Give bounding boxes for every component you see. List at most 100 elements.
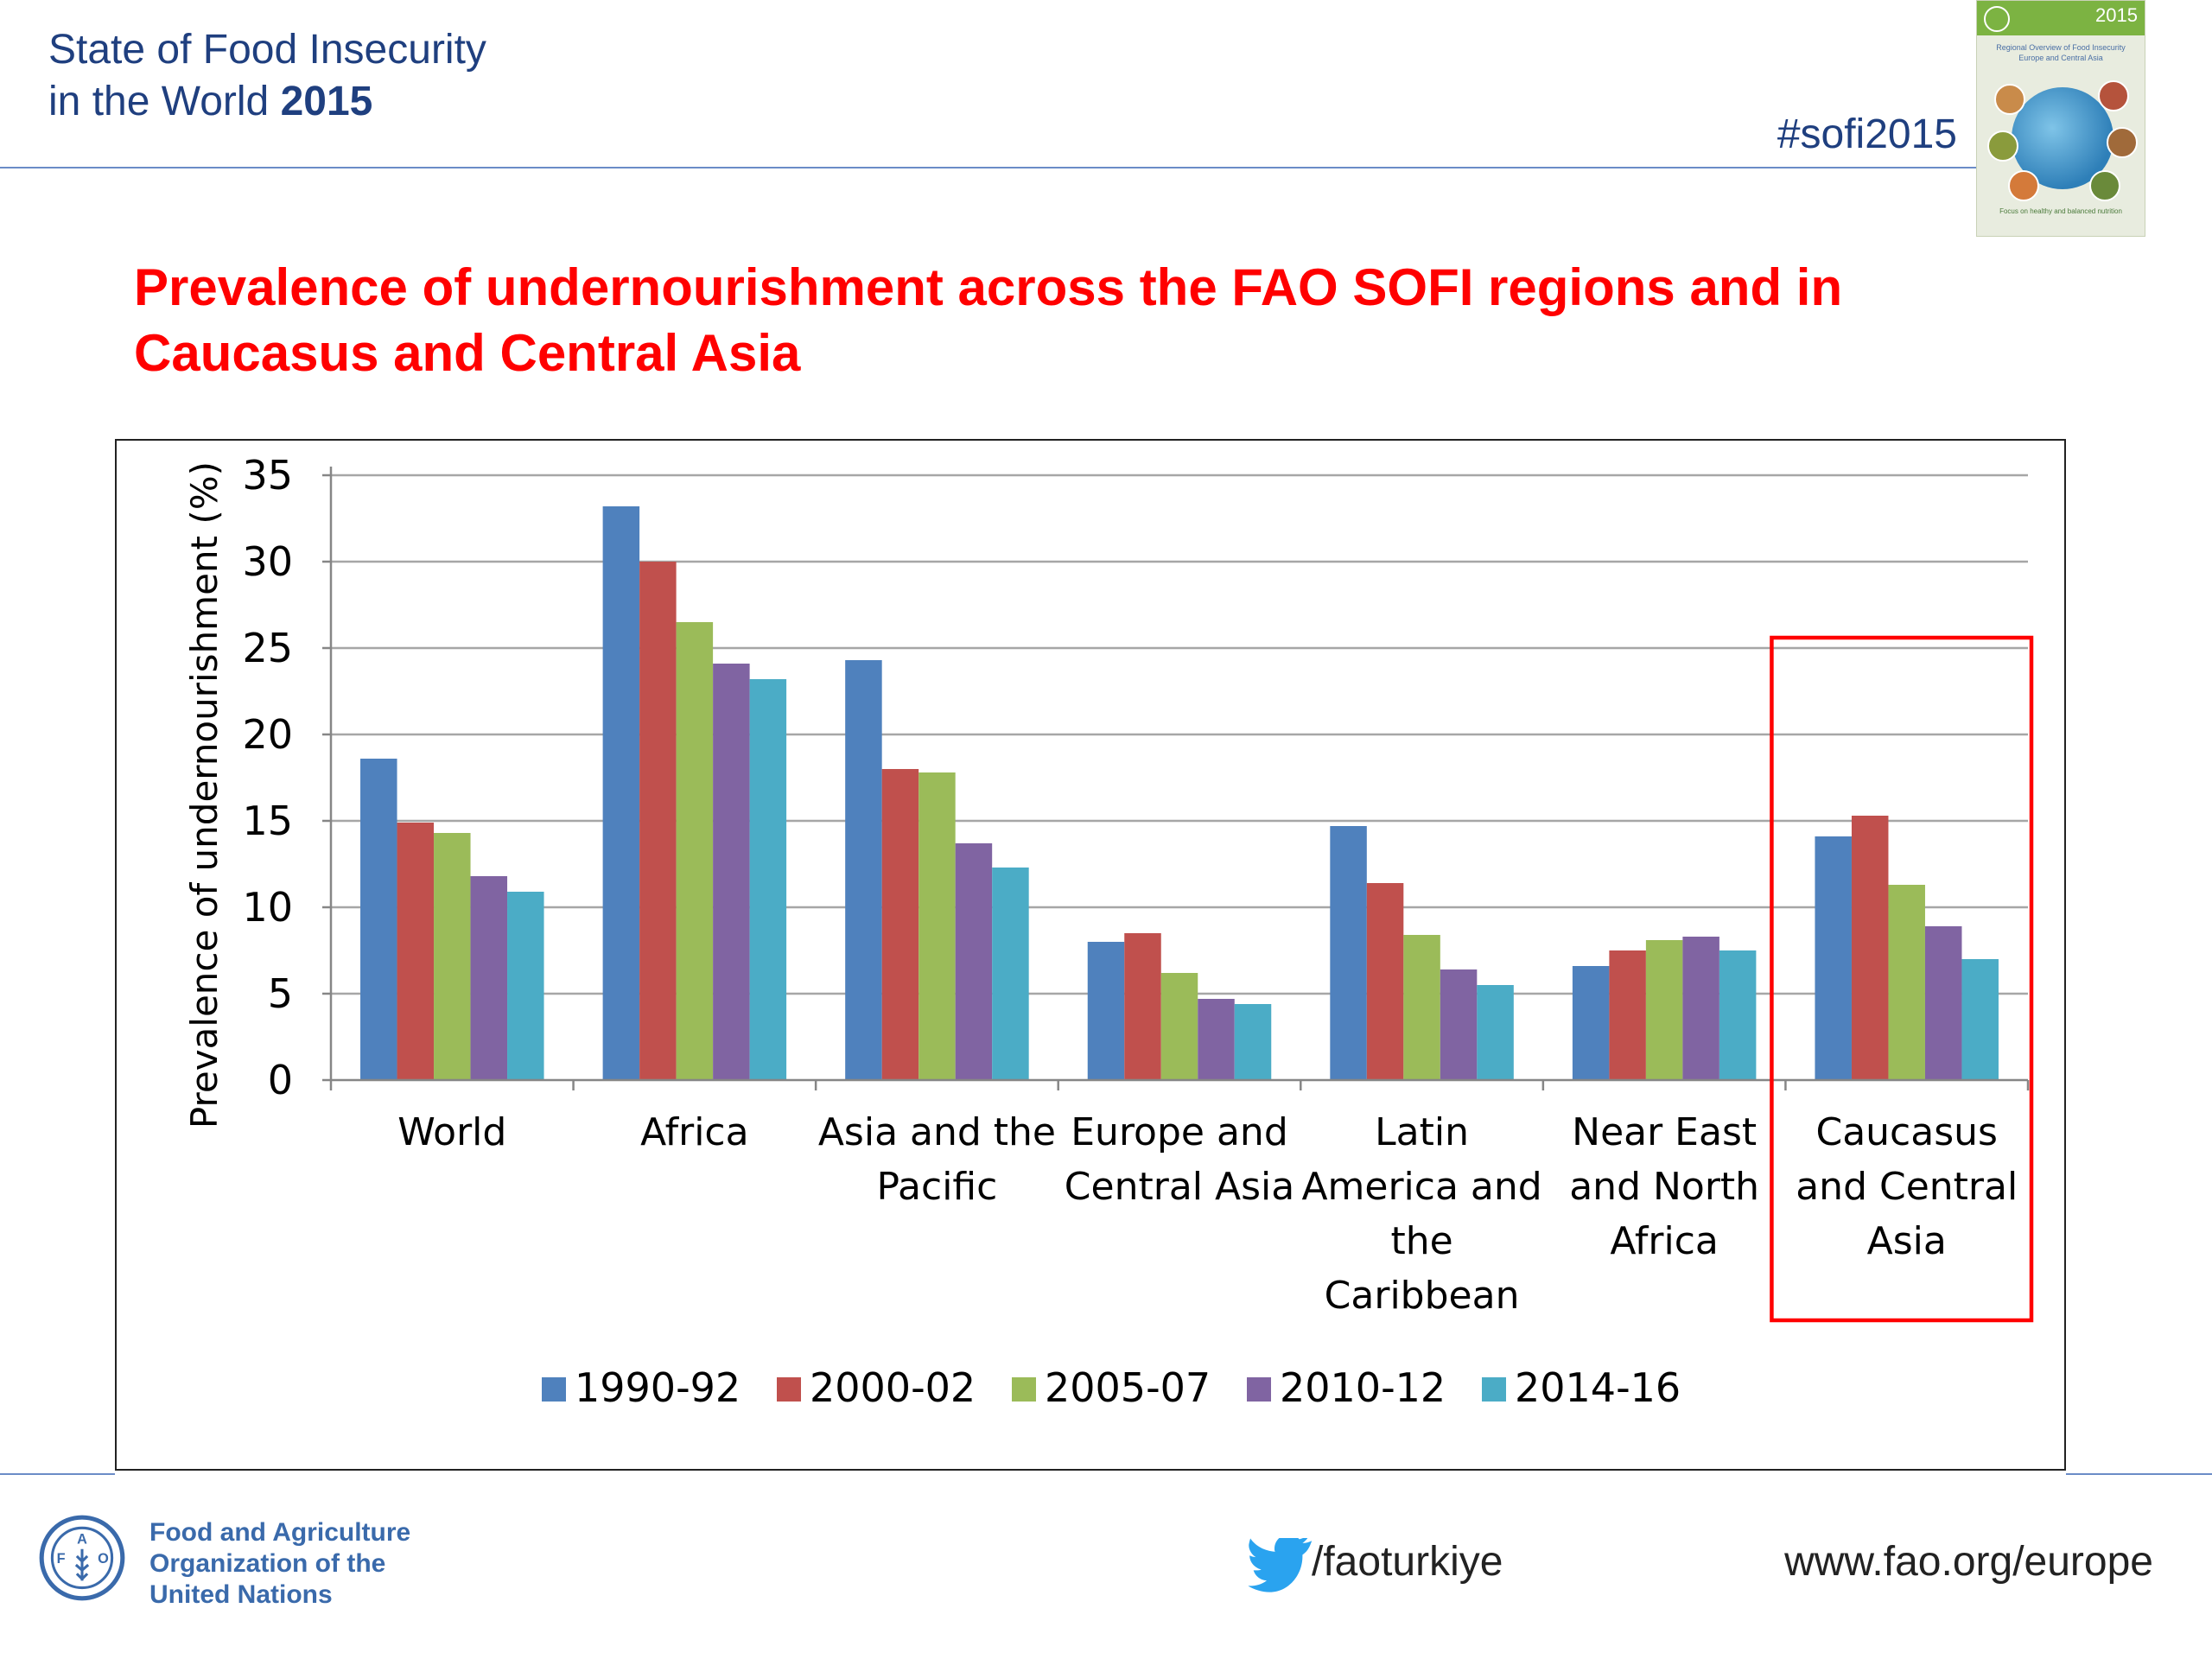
cover-photo-icon: [2107, 127, 2138, 158]
category-label: Central Asia: [1065, 1165, 1294, 1209]
bar-2005-07-4: [1403, 935, 1440, 1080]
bar-2000-02-2: [881, 769, 919, 1080]
bar-2014-16-4: [1477, 985, 1514, 1080]
website-link[interactable]: www.fao.org/europe: [1784, 1539, 2153, 1585]
category-label: Caucasus: [1815, 1110, 1997, 1154]
slide-title: Prevalence of undernourishment across th…: [134, 258, 1843, 382]
header-title-line1: State of Food Insecurity: [48, 27, 486, 73]
bar-1990-92-0: [360, 759, 397, 1080]
bar-2014-16-6: [1961, 959, 1999, 1080]
header-title-line2: in the World 2015: [48, 76, 486, 128]
bar-2014-16-0: [507, 892, 544, 1080]
bar-1990-92-1: [602, 506, 640, 1080]
category-label: Africa: [1610, 1219, 1719, 1263]
twitter-bird-icon[interactable]: [1246, 1538, 1315, 1593]
cover-fao-logo-icon: [1984, 6, 2010, 32]
bar-2005-07-5: [1645, 940, 1683, 1080]
category-label: Latin: [1375, 1110, 1469, 1154]
y-tick-label: 35: [242, 452, 293, 499]
bar-1990-92-2: [845, 660, 882, 1080]
bar-2000-02-4: [1366, 883, 1404, 1080]
legend-swatch-2014-16: [1482, 1377, 1506, 1402]
fao-organization-name: Food and Agriculture Organization of the…: [149, 1517, 410, 1611]
y-tick-label: 25: [242, 625, 293, 671]
header-title-year: 2015: [280, 79, 373, 124]
twitter-handle[interactable]: /faoturkiye: [1312, 1539, 1503, 1585]
cover-photo-icon: [2098, 80, 2129, 111]
svg-text:F: F: [57, 1551, 66, 1567]
bar-2000-02-5: [1609, 950, 1646, 1080]
y-axis-title: Prevalence of undernourishment (%): [183, 461, 226, 1128]
category-label: Pacific: [877, 1165, 998, 1209]
category-label: the: [1390, 1219, 1452, 1263]
cover-photo-icon: [1987, 130, 2018, 162]
legend-label-2014-16: 2014-16: [1515, 1364, 1681, 1411]
bar-2010-12-3: [1198, 999, 1235, 1080]
bar-2014-16-3: [1234, 1004, 1272, 1080]
bar-2014-16-2: [992, 868, 1029, 1080]
bar-2005-07-0: [434, 833, 471, 1080]
y-tick-label: 5: [268, 970, 293, 1017]
legend-swatch-2010-12: [1247, 1377, 1271, 1402]
legend-label-2000-02: 2000-02: [810, 1364, 976, 1411]
bar-2000-02-1: [639, 562, 677, 1080]
header-title: State of Food Insecurity in the World 20…: [48, 24, 486, 128]
bar-2010-12-4: [1440, 969, 1478, 1080]
bar-chart: 0 5 10 15 20 25 30 35 Prevalence of undernourish…: [183, 452, 2034, 1411]
org-line1: Food and Agriculture: [149, 1518, 411, 1547]
org-line3: United Nations: [149, 1580, 333, 1609]
category-label: Near East: [1572, 1110, 1757, 1154]
bar-1990-92-4: [1330, 826, 1367, 1080]
legend-label-1990-92: 1990-92: [575, 1364, 741, 1411]
cover-subtitle: Regional Overview of Food Insecurity Eur…: [1996, 43, 2126, 62]
legend-swatch-2005-07: [1012, 1377, 1036, 1402]
cover-photo-icon: [2008, 170, 2039, 201]
svg-text:A: A: [77, 1532, 87, 1548]
bar-2010-12-5: [1682, 937, 1719, 1080]
category-label: Africa: [640, 1110, 749, 1154]
bar-2000-02-0: [397, 823, 435, 1080]
bar-2010-12-6: [1924, 926, 1962, 1080]
legend-swatch-2000-02: [777, 1377, 801, 1402]
cover-year: 2015: [2095, 4, 2138, 26]
legend-swatch-1990-92: [542, 1377, 566, 1402]
chart-frame: 0 5 10 15 20 25 30 35 Prevalence of undernourish…: [115, 439, 2066, 1471]
bar-2010-12-2: [955, 843, 993, 1080]
bar-2005-07-1: [676, 622, 714, 1080]
header-rule: [0, 167, 1976, 168]
bar-1990-92-6: [1815, 836, 1852, 1080]
cover-footer: Focus on healthy and balanced nutrition: [1999, 207, 2122, 215]
bar-2005-07-3: [1160, 973, 1198, 1080]
hashtag: #sofi2015: [1777, 111, 1957, 157]
report-cover-thumbnail: 2015 Regional Overview of Food Insecurit…: [1976, 0, 2145, 237]
fao-logo-icon: A F O: [39, 1515, 125, 1601]
bar-1990-92-3: [1087, 942, 1125, 1080]
y-tick-label: 0: [268, 1057, 293, 1103]
category-label: World: [397, 1110, 506, 1154]
bar-2014-16-1: [749, 679, 787, 1080]
bar-2010-12-0: [470, 876, 508, 1080]
bar-2005-07-6: [1888, 885, 1925, 1080]
bar-2010-12-1: [713, 664, 750, 1080]
category-label: Asia: [1867, 1219, 1947, 1263]
bar-2005-07-2: [918, 772, 956, 1080]
category-label: and North: [1569, 1165, 1759, 1209]
svg-text:O: O: [98, 1551, 109, 1567]
y-tick-label: 10: [242, 884, 293, 931]
category-label: and Central: [1796, 1165, 2018, 1209]
bar-2000-02-6: [1851, 816, 1889, 1080]
cover-photo-icon: [2089, 170, 2120, 201]
category-label: Asia and the: [818, 1110, 1056, 1154]
y-tick-label: 30: [242, 538, 293, 585]
legend-label-2005-07: 2005-07: [1045, 1364, 1211, 1411]
category-label: America and: [1301, 1165, 1541, 1209]
highlight-box: [1770, 635, 2034, 1323]
category-label: Caribbean: [1325, 1274, 1520, 1318]
cover-photo-icon: [1994, 84, 2025, 115]
org-line2: Organization of the: [149, 1549, 386, 1578]
footer-rule-left: [0, 1473, 115, 1475]
category-label: Europe and: [1071, 1110, 1288, 1154]
bar-1990-92-5: [1572, 966, 1610, 1080]
legend-label-2010-12: 2010-12: [1280, 1364, 1446, 1411]
bar-2000-02-3: [1124, 933, 1161, 1080]
